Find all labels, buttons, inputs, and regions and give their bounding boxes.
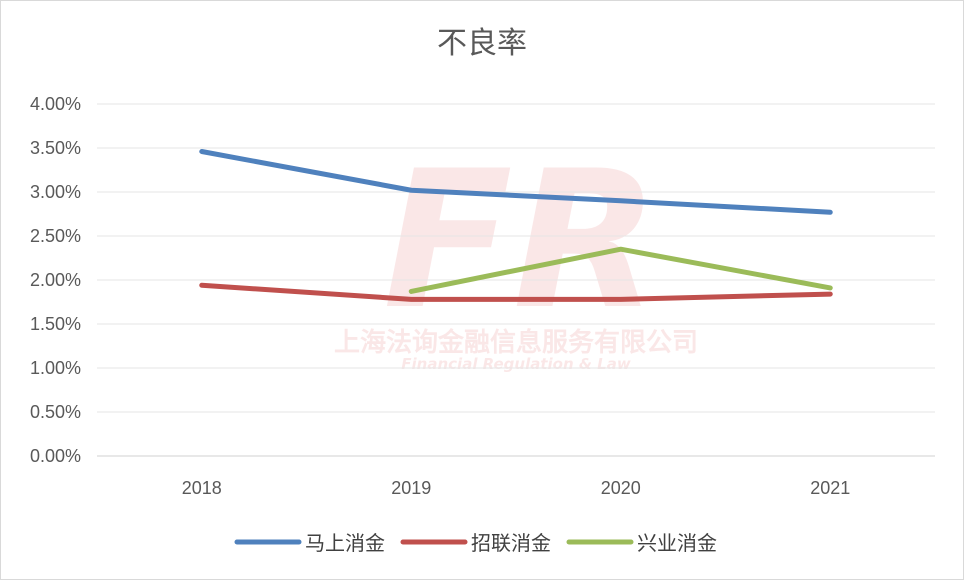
- watermark-english: Financial Regulation & Law: [401, 355, 631, 373]
- y-tick-label: 3.00%: [30, 182, 81, 202]
- legend-label: 马上消金: [305, 531, 385, 555]
- watermark-company: 上海法询金融信息服务有限公司: [334, 327, 698, 358]
- legend-label: 招联消金: [471, 531, 551, 555]
- legend: 马上消金 招联消金 兴业消金: [234, 531, 717, 555]
- legend-label: 兴业消金: [637, 531, 717, 555]
- x-tick-label: 2018: [182, 478, 222, 498]
- y-tick-label: 1.50%: [30, 314, 81, 334]
- x-tick-label: 2019: [391, 478, 431, 498]
- series-line: [199, 282, 833, 302]
- watermark: FR 上海法询金融信息服务有限公司 Financial Regulation &…: [334, 130, 698, 373]
- y-tick-label: 1.00%: [30, 358, 81, 378]
- y-tick-label: 0.00%: [30, 446, 81, 466]
- watermark-logo: FR: [383, 130, 659, 351]
- y-tick-label: 2.50%: [30, 226, 81, 246]
- x-tick-label: 2020: [601, 478, 641, 498]
- y-tick-label: 4.00%: [30, 94, 81, 114]
- series-line: [199, 149, 833, 215]
- chart-title: 不良率: [437, 26, 527, 61]
- series-lines: [199, 149, 833, 302]
- y-tick-label: 3.50%: [30, 138, 81, 158]
- y-tick-label: 2.00%: [30, 270, 81, 290]
- y-tick-label: 0.50%: [30, 402, 81, 422]
- x-axis-ticks: 2018 2019 2020 2021: [182, 478, 851, 498]
- series-line: [408, 246, 833, 294]
- x-tick-label: 2021: [810, 478, 850, 498]
- y-axis-ticks: 0.00% 0.50% 1.00% 1.50% 2.00% 2.50% 3.00% 3.50%…: [30, 94, 81, 466]
